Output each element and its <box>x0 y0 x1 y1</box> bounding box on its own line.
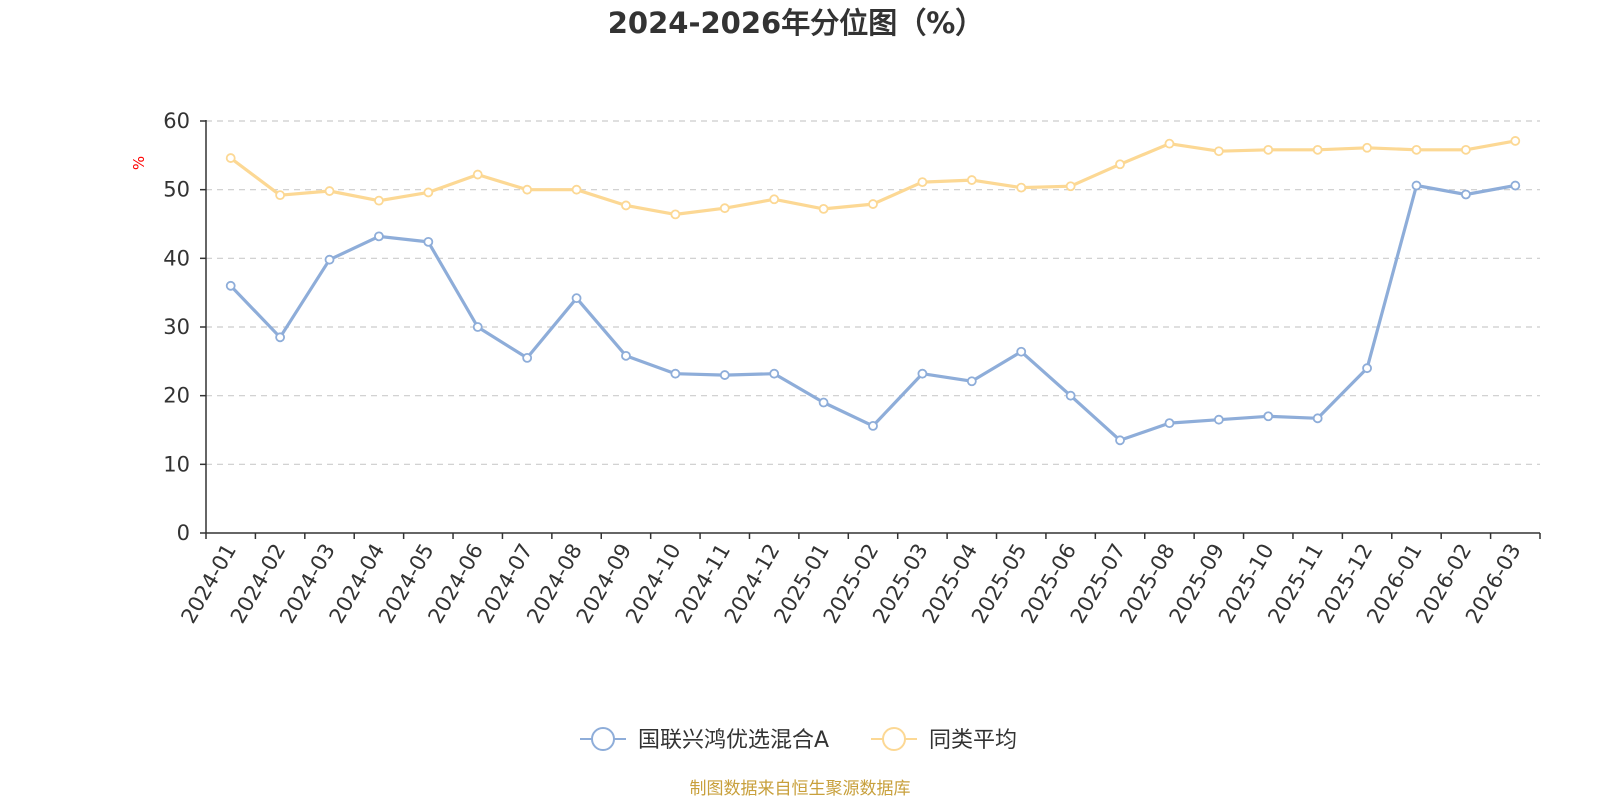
data-point <box>374 231 384 242</box>
data-point <box>324 254 335 265</box>
data-point <box>324 186 335 196</box>
y-tick-label: 60 <box>163 109 190 133</box>
data-point <box>670 209 681 220</box>
data-point <box>818 397 829 408</box>
data-point <box>1016 346 1027 357</box>
data-point <box>719 203 730 214</box>
legend-marker <box>882 727 906 751</box>
data-point <box>571 184 582 195</box>
data-point <box>719 370 730 380</box>
data-point <box>1312 144 1323 155</box>
data-point <box>225 153 236 163</box>
data-point <box>769 368 780 379</box>
data-point <box>423 236 434 247</box>
data-point <box>275 190 286 201</box>
y-axis-ticks: 0 10 20 30 40 50 60 <box>163 109 206 545</box>
data-point <box>1362 142 1372 153</box>
data-point <box>868 420 878 431</box>
data-point <box>917 368 928 379</box>
data-point <box>621 200 631 211</box>
source-note: 制图数据来自恒生聚源数据库 <box>690 779 911 799</box>
data-point <box>1263 144 1274 155</box>
y-tick-label: 20 <box>163 384 190 408</box>
data-point <box>1460 189 1471 200</box>
data-point <box>1164 418 1175 429</box>
legend-label: 国联兴鸿优选混合A <box>638 728 829 753</box>
data-point <box>1213 414 1224 425</box>
data-point <box>374 195 384 206</box>
data-point <box>1065 181 1076 192</box>
legend-label: 同类平均 <box>929 728 1017 753</box>
y-tick-label: 10 <box>163 452 190 476</box>
legend-marker <box>591 727 615 751</box>
data-point <box>472 322 483 332</box>
data-point <box>1510 180 1521 191</box>
data-point <box>1362 363 1372 374</box>
data-point <box>1460 144 1471 155</box>
y-tick-label: 0 <box>177 521 190 545</box>
data-point <box>621 350 631 361</box>
series-line <box>229 183 1517 442</box>
data-point <box>472 169 483 180</box>
data-point <box>917 177 928 188</box>
data-point <box>1411 180 1422 191</box>
data-point <box>769 194 780 205</box>
data-point <box>1263 411 1274 422</box>
data-point <box>1065 390 1076 401</box>
y-tick-label: 30 <box>163 315 190 339</box>
data-point <box>1164 138 1175 149</box>
data-point <box>1510 136 1521 146</box>
data-point <box>1312 413 1323 424</box>
data-point <box>275 332 286 343</box>
data-point <box>1411 144 1422 155</box>
grid-lines <box>206 120 1540 465</box>
series-group <box>225 136 1521 446</box>
chart-title: 2024-2026年分位图（%） <box>608 6 985 40</box>
data-point <box>522 352 533 363</box>
data-point <box>1016 182 1027 193</box>
data-point <box>868 199 878 209</box>
data-point <box>670 368 681 379</box>
data-point <box>1115 435 1125 446</box>
data-point <box>1115 159 1125 170</box>
axes <box>205 120 1540 534</box>
data-point <box>522 184 533 195</box>
data-point <box>225 280 236 291</box>
legend: 国联兴鸿优选混合A 同类平均 <box>580 727 1017 753</box>
y-tick-label: 40 <box>163 246 190 270</box>
data-point <box>966 175 977 185</box>
data-point <box>1213 146 1224 157</box>
data-point <box>571 293 582 304</box>
y-axis-label: % <box>130 156 148 170</box>
y-tick-label: 50 <box>163 178 190 202</box>
data-point <box>423 187 434 198</box>
data-point <box>966 376 977 387</box>
data-point <box>818 203 829 214</box>
x-axis-ticks: 2024-012024-022024-032024-042024-052024-… <box>176 533 1541 627</box>
